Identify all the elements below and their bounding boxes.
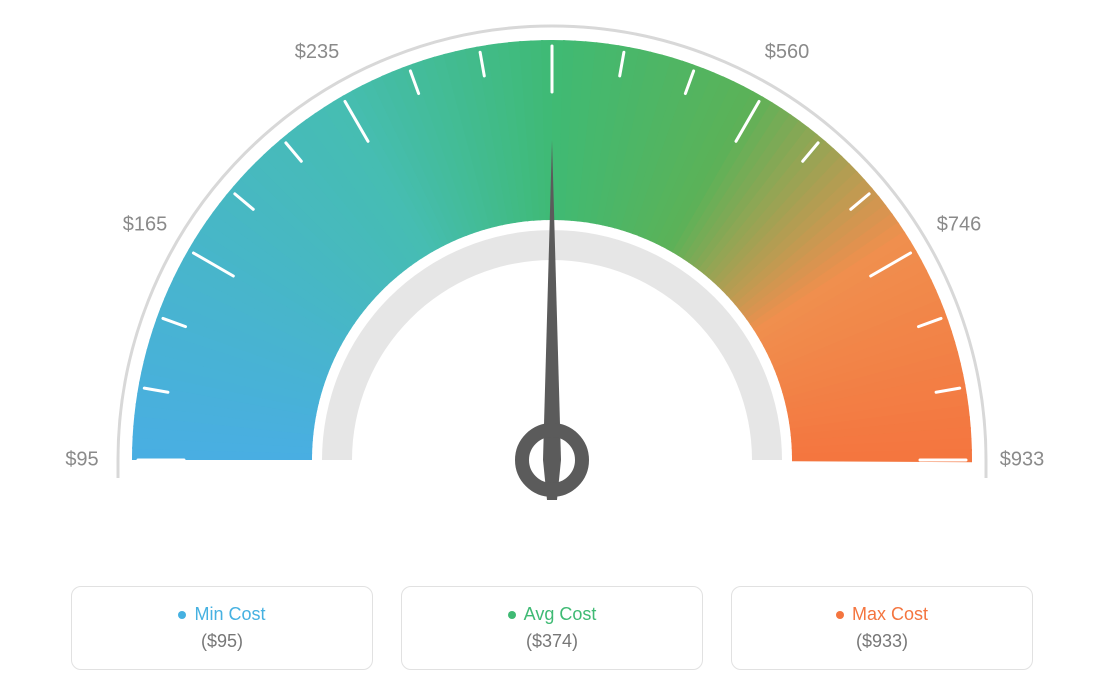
dot-avg <box>508 611 516 619</box>
tick-label: $746 <box>937 213 982 235</box>
legend-label-max: Max Cost <box>852 604 928 625</box>
tick-label: $560 <box>765 41 810 63</box>
legend-card-max: Max Cost ($933) <box>731 586 1033 670</box>
legend-label-min: Min Cost <box>194 604 265 625</box>
tick-label: $235 <box>295 41 340 63</box>
tick-label: $95 <box>65 448 98 470</box>
legend-card-min: Min Cost ($95) <box>71 586 373 670</box>
dot-max <box>836 611 844 619</box>
tick-label: $165 <box>123 213 168 235</box>
legend-title-max: Max Cost <box>836 604 928 625</box>
legend-value-avg: ($374) <box>526 631 578 652</box>
legend-card-avg: Avg Cost ($374) <box>401 586 703 670</box>
legend-value-max: ($933) <box>856 631 908 652</box>
gauge-svg: $95$165$235$374$560$746$933 <box>0 0 1104 560</box>
dot-min <box>178 611 186 619</box>
legend-label-avg: Avg Cost <box>524 604 597 625</box>
legend-value-min: ($95) <box>201 631 243 652</box>
legend-title-avg: Avg Cost <box>508 604 597 625</box>
legend: Min Cost ($95) Avg Cost ($374) Max Cost … <box>0 586 1104 670</box>
tick-label: $933 <box>1000 448 1045 470</box>
legend-title-min: Min Cost <box>178 604 265 625</box>
cost-gauge: $95$165$235$374$560$746$933 <box>0 0 1104 560</box>
